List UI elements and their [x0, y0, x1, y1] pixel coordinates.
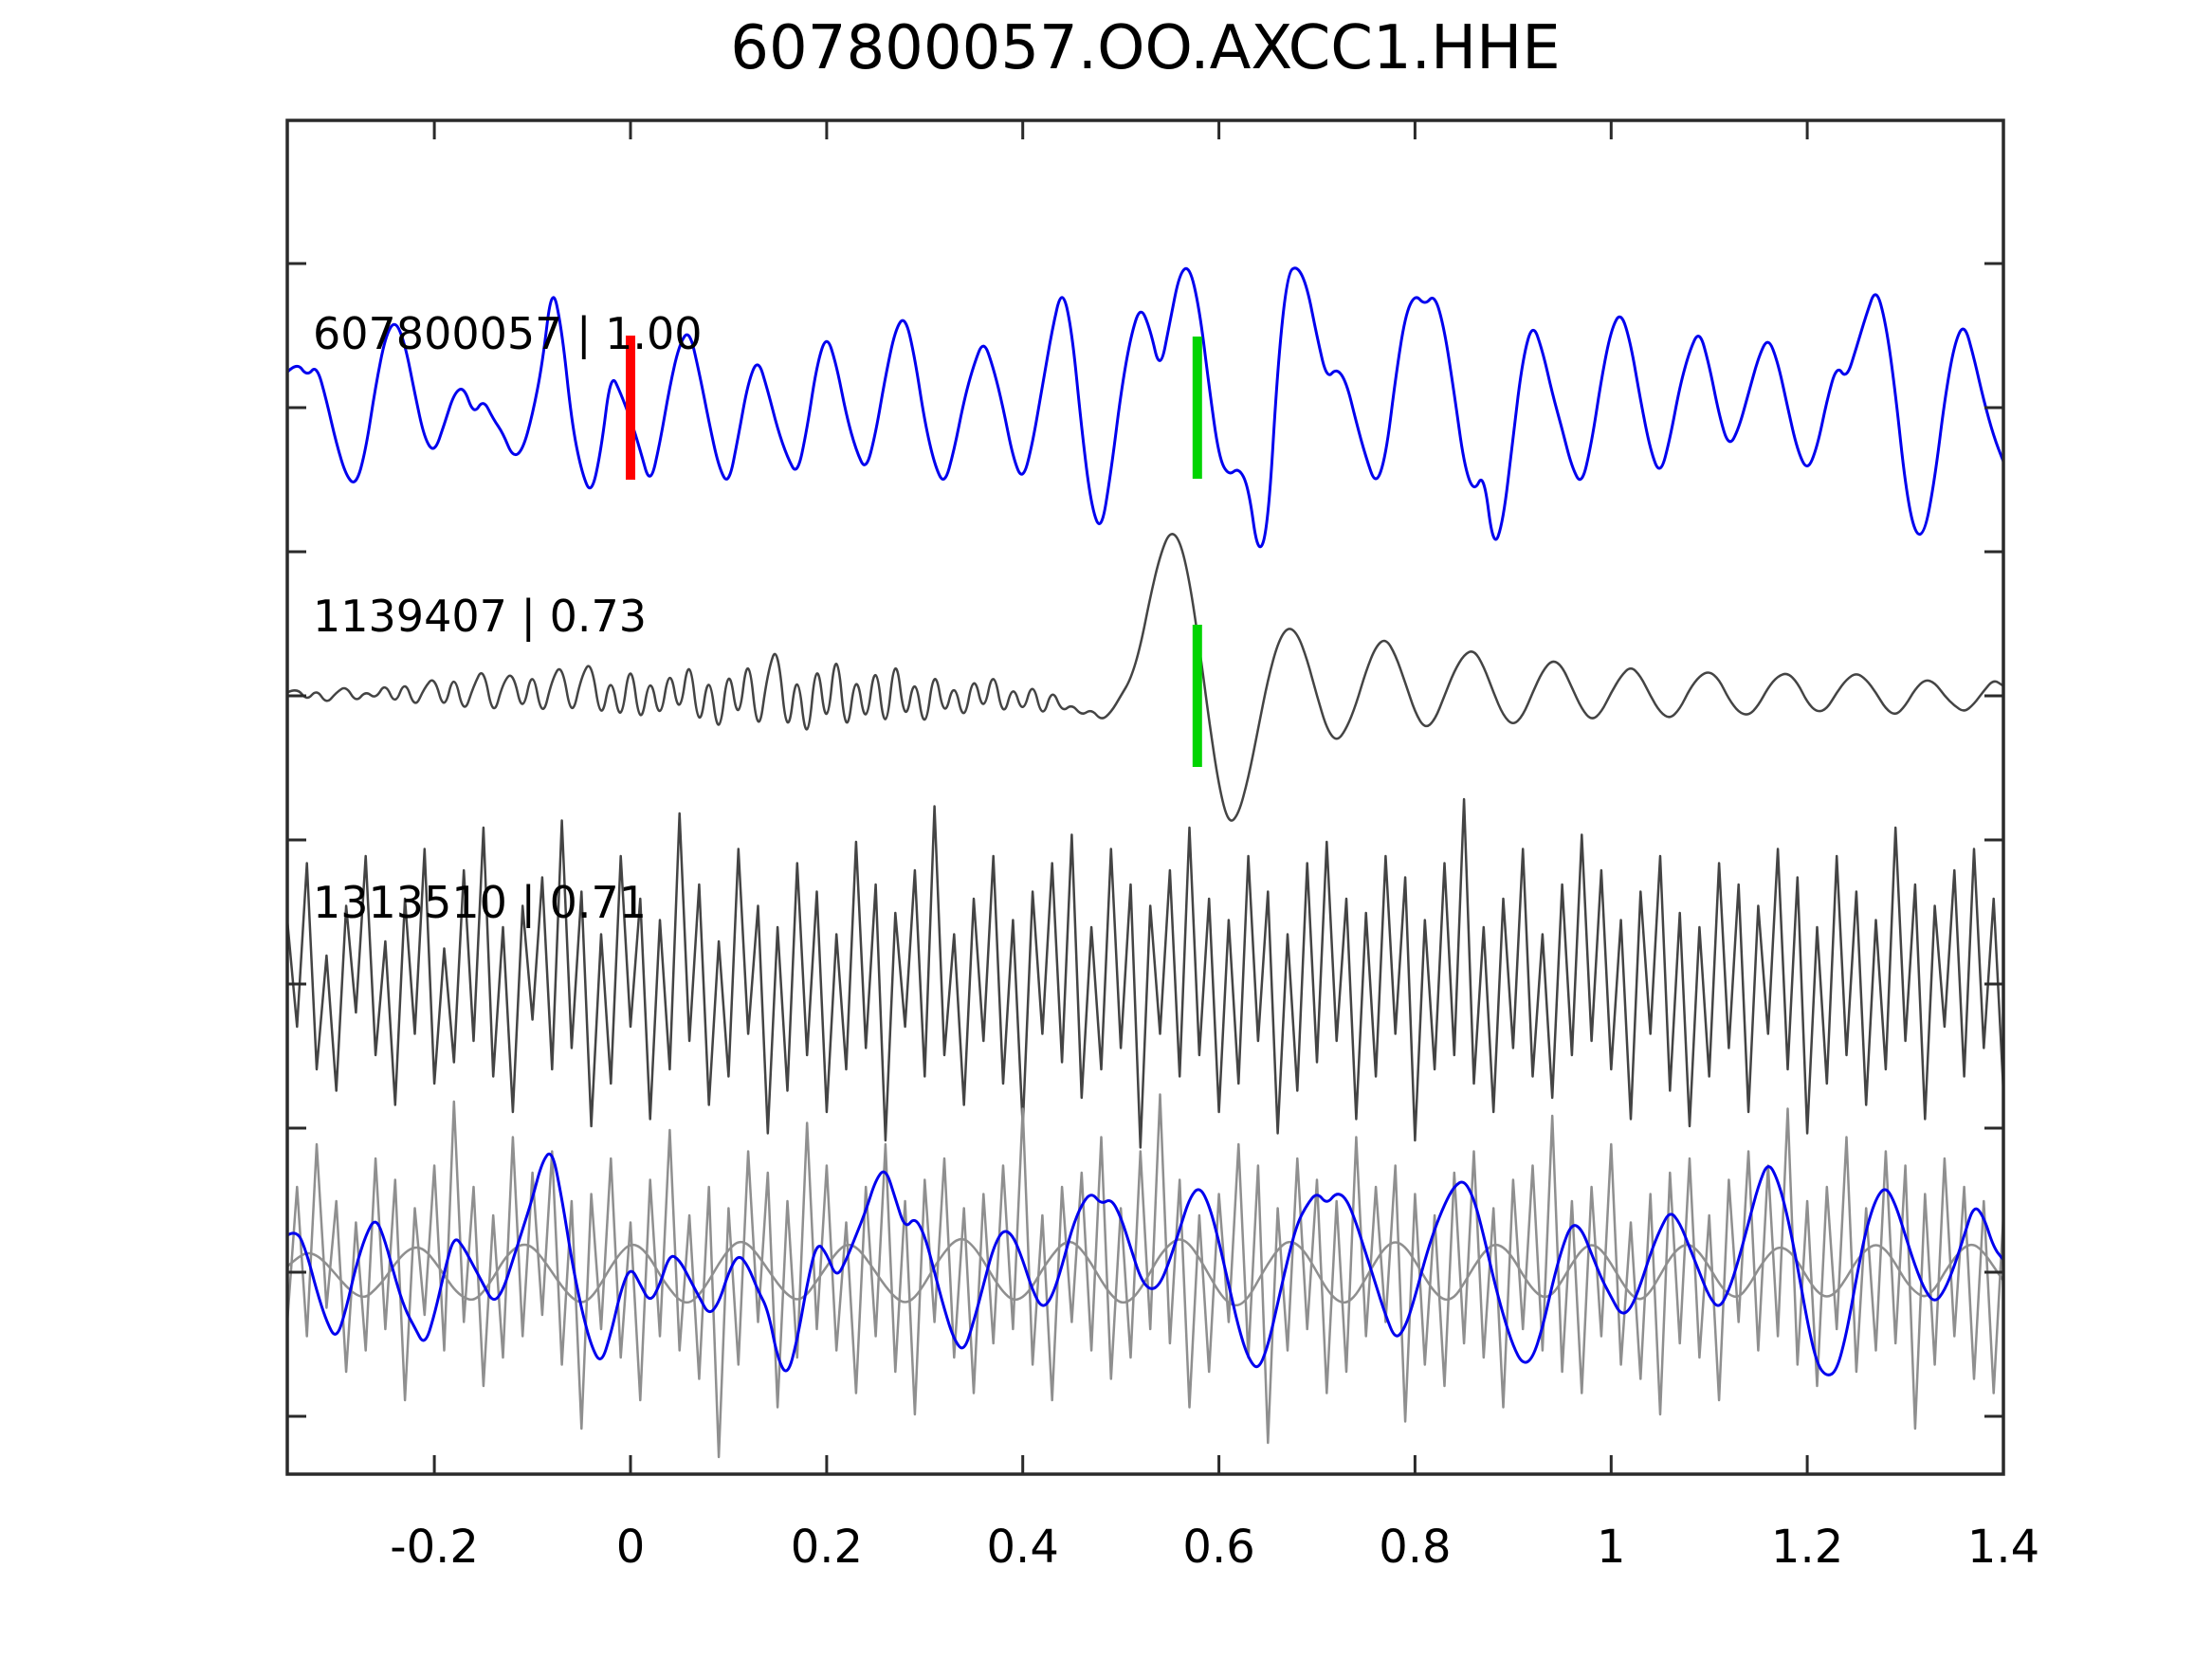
trace-label-template: 607800057 | 1.00 [313, 308, 703, 360]
trace-detection-1313510 [287, 797, 2003, 1149]
template-pick-red [626, 336, 635, 480]
plot-contents: -0.2 0 0.2 0.4 0.6 0.8 1 1.2 1.4 [285, 118, 2039, 1574]
trace-label-detection-1139407: 1139407 | 0.73 [313, 591, 647, 643]
trace-overlay-template-blue [287, 1152, 2003, 1376]
x-tick-label: 0.8 [1379, 1521, 1451, 1574]
x-tick-label: 0 [616, 1521, 646, 1574]
trace-template-607800057 [287, 266, 2003, 549]
figure-title: 607800057.OO.AXCC1.HHE [730, 13, 1561, 83]
x-tick-label: -0.2 [390, 1521, 479, 1574]
detection-pick-green-1 [1192, 337, 1202, 479]
x-tick-label: 1 [1597, 1521, 1626, 1574]
x-tick-label: 1.4 [1967, 1521, 2039, 1574]
trace-label-detection-1313510: 1313510 | 0.71 [313, 877, 647, 929]
x-tick-label: 0.4 [987, 1521, 1059, 1574]
x-tick-label: 1.2 [1771, 1521, 1843, 1574]
detection-pick-green-2 [1192, 625, 1202, 767]
traces-layer [287, 266, 2003, 1459]
plot-frame [285, 118, 2005, 1476]
trace-overlay-gray-noise [287, 1093, 2003, 1459]
trace-labels-layer: 607800057 | 1.00 1139407 | 0.73 1313510 … [313, 308, 703, 929]
trace-detection-1139407 [287, 533, 2003, 822]
x-tick-label: 0.6 [1182, 1521, 1254, 1574]
x-tick-label: 0.2 [791, 1521, 863, 1574]
